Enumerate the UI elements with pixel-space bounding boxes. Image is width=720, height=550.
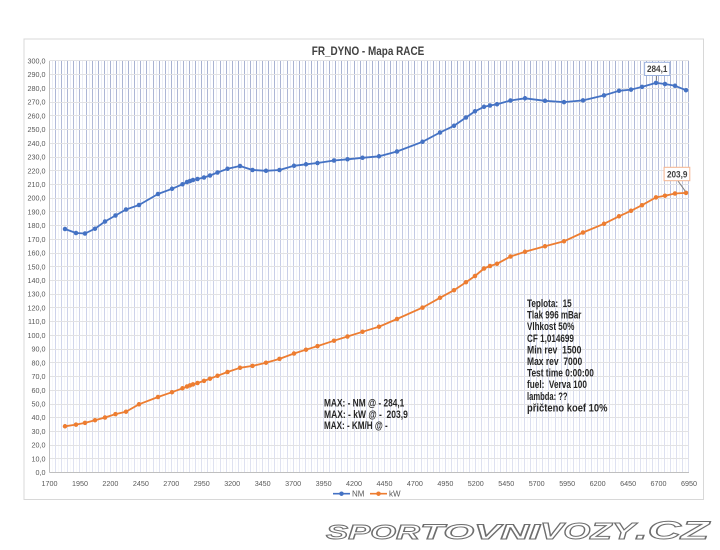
svg-text:6200: 6200 [590,479,606,488]
svg-text:.CZ: .CZ [635,517,712,545]
svg-text:6950: 6950 [681,479,697,488]
svg-text:150,0: 150,0 [28,262,46,271]
svg-text:70,0: 70,0 [32,372,46,381]
svg-text:2450: 2450 [133,479,149,488]
svg-text:60,0: 60,0 [32,386,46,395]
svg-text:260,0: 260,0 [28,111,46,120]
svg-text:30,0: 30,0 [32,427,46,436]
svg-text:FR_DYNO - Mapa RACE: FR_DYNO - Mapa RACE [312,44,425,58]
svg-text:20,0: 20,0 [32,441,46,450]
svg-text:1950: 1950 [72,479,88,488]
svg-text:140,0: 140,0 [28,276,46,285]
svg-text:4700: 4700 [407,479,423,488]
svg-text:6700: 6700 [651,479,667,488]
svg-text:Teplota: 15: Teplota: 15 [527,298,572,310]
svg-text:130,0: 130,0 [28,290,46,299]
svg-text:5450: 5450 [498,479,514,488]
svg-text:4950: 4950 [437,479,453,488]
svg-text:Vlhkost 50%: Vlhkost 50% [527,321,575,333]
svg-text:230,0: 230,0 [28,153,46,162]
svg-text:Min rev 1500: Min rev 1500 [527,344,581,356]
svg-text:90,0: 90,0 [32,345,46,354]
svg-text:200,0: 200,0 [28,194,46,203]
svg-text:5200: 5200 [468,479,484,488]
svg-text:CF 1,014699: CF 1,014699 [527,333,574,345]
svg-text:VOZY: VOZY [540,518,639,544]
svg-text:kW: kW [389,490,401,499]
svg-text:110,0: 110,0 [28,317,45,326]
svg-text:290,0: 290,0 [28,70,46,79]
svg-text:2700: 2700 [163,479,179,488]
svg-text:5700: 5700 [529,479,545,488]
svg-text:MAX: - NM @ - 284,1: MAX: - NM @ - 284,1 [324,398,404,410]
svg-text:2950: 2950 [194,479,210,488]
svg-text:80,0: 80,0 [32,358,46,367]
svg-text:280,0: 280,0 [28,84,46,93]
svg-text:190,0: 190,0 [28,207,46,216]
svg-text:přičteno koef 10%: přičteno koef 10% [527,402,608,414]
svg-text:6450: 6450 [620,479,636,488]
svg-text:240,0: 240,0 [28,139,46,148]
svg-text:250,0: 250,0 [28,125,46,134]
svg-text:MAX: - kW @ - 203,9: MAX: - kW @ - 203,9 [324,409,408,421]
svg-text:Max rev 7000: Max rev 7000 [527,356,582,368]
svg-text:4200: 4200 [346,479,362,488]
svg-text:3450: 3450 [255,479,271,488]
svg-text:220,0: 220,0 [28,166,46,175]
svg-text:270,0: 270,0 [28,98,46,107]
svg-text:Test time 0:00:00: Test time 0:00:00 [527,368,594,380]
svg-text:160,0: 160,0 [28,249,46,258]
svg-text:40,0: 40,0 [32,413,46,422]
svg-text:NM: NM [352,490,365,499]
svg-text:10,0: 10,0 [32,454,46,463]
svg-text:Tlak 996 mBar: Tlak 996 mBar [527,310,582,322]
svg-text:fuel: Verva 100: fuel: Verva 100 [527,379,587,391]
svg-text:50,0: 50,0 [32,400,46,409]
svg-text:3950: 3950 [316,479,332,488]
svg-text:210,0: 210,0 [28,180,46,189]
svg-text:170,0: 170,0 [28,235,46,244]
svg-text:203,9: 203,9 [667,169,688,180]
svg-text:120,0: 120,0 [28,304,46,313]
svg-text:100,0: 100,0 [28,331,46,340]
svg-text:3700: 3700 [285,479,301,488]
svg-text:lambda: ??: lambda: ?? [527,391,568,403]
svg-text:180,0: 180,0 [28,221,46,230]
svg-text:3200: 3200 [224,479,240,488]
svg-text:SPOR: SPOR [326,522,421,544]
svg-text:300,0: 300,0 [28,57,46,66]
svg-text:284,1: 284,1 [647,64,668,75]
svg-text:2200: 2200 [102,479,118,488]
svg-text:MAX: - KM/H @ -: MAX: - KM/H @ - [324,420,388,432]
svg-text:0,0: 0,0 [36,468,46,477]
svg-text:5950: 5950 [559,479,575,488]
svg-text:4450: 4450 [377,479,393,488]
svg-text:1700: 1700 [42,479,58,488]
svg-text:TOVNI: TOVNI [420,520,542,544]
